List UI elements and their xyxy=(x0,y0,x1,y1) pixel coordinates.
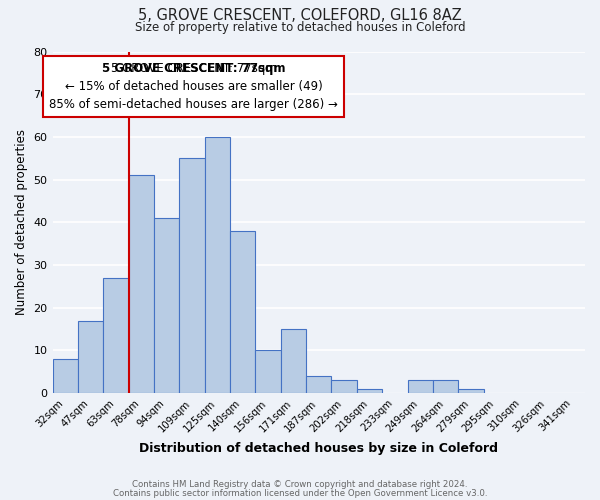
Bar xyxy=(281,329,306,393)
Bar xyxy=(78,320,103,393)
Bar xyxy=(128,176,154,393)
Text: 5, GROVE CRESCENT, COLEFORD, GL16 8AZ: 5, GROVE CRESCENT, COLEFORD, GL16 8AZ xyxy=(138,8,462,22)
Text: 5 GROVE CRESCENT: 77sqm
← 15% of detached houses are smaller (49)
85% of semi-de: 5 GROVE CRESCENT: 77sqm ← 15% of detache… xyxy=(49,62,338,111)
X-axis label: Distribution of detached houses by size in Coleford: Distribution of detached houses by size … xyxy=(139,442,498,455)
Text: Contains HM Land Registry data © Crown copyright and database right 2024.: Contains HM Land Registry data © Crown c… xyxy=(132,480,468,489)
Bar xyxy=(458,389,484,393)
Y-axis label: Number of detached properties: Number of detached properties xyxy=(15,130,28,316)
Bar xyxy=(53,359,78,393)
Bar xyxy=(154,218,179,393)
Bar xyxy=(306,376,331,393)
Bar xyxy=(357,389,382,393)
Bar xyxy=(230,231,256,393)
Bar xyxy=(331,380,357,393)
Bar xyxy=(179,158,205,393)
Bar xyxy=(256,350,281,393)
Text: Size of property relative to detached houses in Coleford: Size of property relative to detached ho… xyxy=(134,21,466,34)
Bar xyxy=(407,380,433,393)
Bar xyxy=(205,137,230,393)
Bar xyxy=(103,278,128,393)
Text: 5 GROVE CRESCENT: 77sqm: 5 GROVE CRESCENT: 77sqm xyxy=(102,62,286,75)
Bar xyxy=(433,380,458,393)
Text: Contains public sector information licensed under the Open Government Licence v3: Contains public sector information licen… xyxy=(113,490,487,498)
